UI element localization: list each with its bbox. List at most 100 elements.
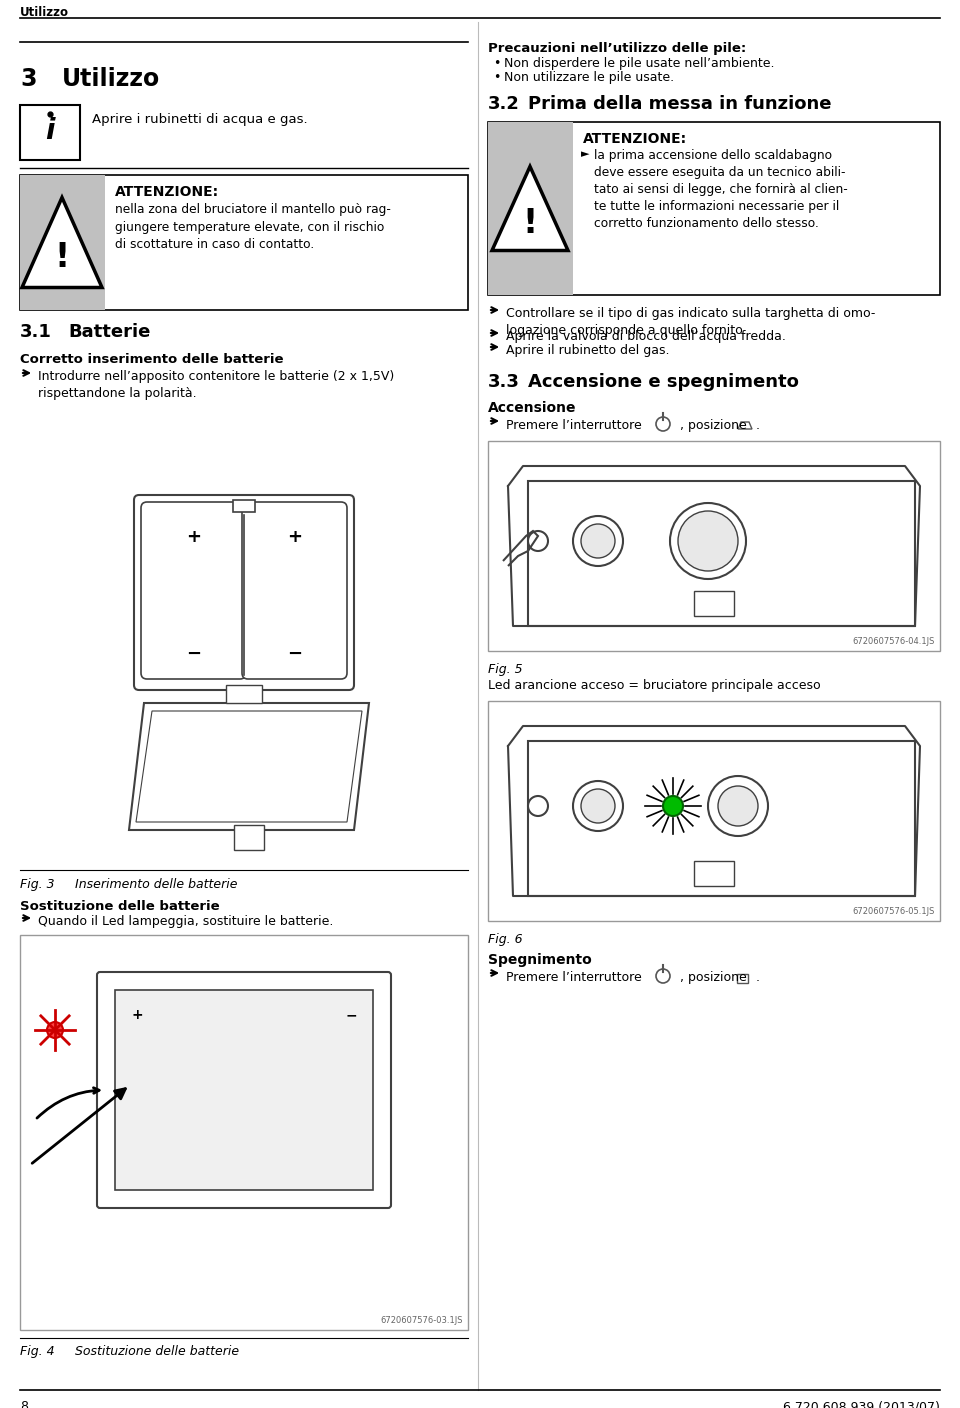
Text: •: • (493, 56, 500, 70)
Circle shape (670, 503, 746, 579)
FancyBboxPatch shape (528, 482, 915, 627)
Text: 6720607576-05.1JS: 6720607576-05.1JS (852, 907, 935, 917)
Circle shape (528, 796, 548, 817)
Text: 6 720 608 939 (2013/07): 6 720 608 939 (2013/07) (783, 1400, 940, 1408)
FancyBboxPatch shape (20, 935, 468, 1331)
Text: Quando il Led lampeggia, sostituire le batterie.: Quando il Led lampeggia, sostituire le b… (38, 915, 333, 928)
FancyBboxPatch shape (20, 106, 80, 161)
Circle shape (581, 788, 615, 824)
FancyBboxPatch shape (97, 972, 391, 1208)
FancyBboxPatch shape (694, 591, 734, 617)
Text: Aprire i rubinetti di acqua e gas.: Aprire i rubinetti di acqua e gas. (92, 113, 307, 125)
Circle shape (47, 1022, 63, 1038)
FancyBboxPatch shape (20, 175, 105, 310)
Circle shape (573, 515, 623, 566)
Text: ATTENZIONE:: ATTENZIONE: (583, 132, 687, 146)
Polygon shape (492, 166, 568, 251)
FancyBboxPatch shape (20, 175, 468, 310)
Circle shape (656, 417, 670, 431)
FancyBboxPatch shape (234, 825, 264, 850)
Text: Aprire il rubinetto del gas.: Aprire il rubinetto del gas. (506, 344, 669, 358)
Text: 6720607576-03.1JS: 6720607576-03.1JS (380, 1316, 463, 1325)
Circle shape (300, 1062, 356, 1118)
Circle shape (573, 781, 623, 831)
Circle shape (656, 969, 670, 983)
Text: Batterie: Batterie (68, 322, 151, 341)
Text: ►: ► (581, 149, 589, 159)
FancyBboxPatch shape (488, 122, 573, 296)
Text: −: − (186, 645, 201, 663)
Text: , posizione: , posizione (680, 420, 747, 432)
Text: !: ! (522, 207, 538, 239)
Text: Sostituzione delle batterie: Sostituzione delle batterie (20, 900, 220, 912)
Text: +: + (132, 1008, 143, 1022)
FancyBboxPatch shape (488, 441, 940, 650)
Text: Accensione e spegnimento: Accensione e spegnimento (528, 373, 799, 391)
Text: Fig. 4: Fig. 4 (20, 1345, 55, 1357)
Polygon shape (129, 703, 369, 829)
Text: Fig. 3: Fig. 3 (20, 879, 55, 891)
Text: .: . (756, 420, 760, 432)
FancyBboxPatch shape (134, 496, 354, 690)
FancyBboxPatch shape (488, 701, 940, 921)
FancyBboxPatch shape (488, 122, 940, 296)
FancyBboxPatch shape (226, 686, 262, 703)
Text: Accensione: Accensione (488, 401, 577, 415)
Text: Inserimento delle batterie: Inserimento delle batterie (75, 879, 237, 891)
Text: 6720607576-04.1JS: 6720607576-04.1JS (852, 636, 935, 646)
Text: Non disperdere le pile usate nell’ambiente.: Non disperdere le pile usate nell’ambien… (504, 56, 775, 70)
Text: Non utilizzare le pile usate.: Non utilizzare le pile usate. (504, 70, 674, 84)
Circle shape (678, 511, 738, 572)
Text: .: . (756, 972, 760, 984)
Text: Aprire la valvola di blocco dell’acqua fredda.: Aprire la valvola di blocco dell’acqua f… (506, 329, 786, 344)
Circle shape (310, 1071, 346, 1108)
Circle shape (708, 776, 768, 836)
FancyBboxPatch shape (233, 500, 255, 513)
Text: Prima della messa in funzione: Prima della messa in funzione (528, 94, 831, 113)
Text: Spegnimento: Spegnimento (488, 953, 591, 967)
Text: +: + (186, 528, 201, 546)
Text: Premere l’interruttore: Premere l’interruttore (506, 420, 641, 432)
Polygon shape (136, 711, 362, 822)
Circle shape (142, 1071, 178, 1108)
FancyBboxPatch shape (528, 741, 915, 895)
Text: la prima accensione dello scaldabagno
deve essere eseguita da un tecnico abili-
: la prima accensione dello scaldabagno de… (594, 149, 848, 230)
Text: Fig. 5: Fig. 5 (488, 663, 522, 676)
Text: −: − (287, 645, 302, 663)
Text: Fig. 6: Fig. 6 (488, 934, 522, 946)
Text: !: ! (55, 241, 69, 275)
Text: Introdurre nell’apposito contenitore le batterie (2 x 1,5V)
rispettandone la pol: Introdurre nell’apposito contenitore le … (38, 370, 395, 400)
Circle shape (581, 524, 615, 558)
Text: ATTENZIONE:: ATTENZIONE: (115, 184, 219, 199)
Text: i: i (45, 117, 55, 145)
Text: Precauzioni nell’utilizzo delle pile:: Precauzioni nell’utilizzo delle pile: (488, 42, 746, 55)
Text: Sostituzione delle batterie: Sostituzione delle batterie (75, 1345, 239, 1357)
Text: +: + (287, 528, 302, 546)
Text: Led arancione acceso = bruciatore principale acceso: Led arancione acceso = bruciatore princi… (488, 679, 821, 691)
Text: Premere l’interruttore: Premere l’interruttore (506, 972, 641, 984)
Text: 3: 3 (20, 68, 36, 92)
Circle shape (663, 796, 683, 817)
FancyBboxPatch shape (242, 503, 347, 679)
FancyBboxPatch shape (694, 862, 734, 886)
Text: −: − (346, 1008, 357, 1022)
Circle shape (528, 531, 548, 551)
Text: Utilizzo: Utilizzo (20, 6, 69, 18)
Text: •: • (493, 70, 500, 84)
Text: 3.3: 3.3 (488, 373, 520, 391)
Text: nella zona del bruciatore il mantello può rag-
giungere temperature elevate, con: nella zona del bruciatore il mantello pu… (115, 203, 391, 251)
Text: , posizione: , posizione (680, 972, 747, 984)
Polygon shape (738, 422, 752, 429)
Polygon shape (22, 197, 102, 287)
FancyBboxPatch shape (737, 974, 748, 983)
FancyBboxPatch shape (115, 990, 373, 1190)
FancyBboxPatch shape (141, 503, 246, 679)
Text: Corretto inserimento delle batterie: Corretto inserimento delle batterie (20, 353, 283, 366)
Text: Utilizzo: Utilizzo (62, 68, 160, 92)
Circle shape (132, 1062, 188, 1118)
Text: 3.2: 3.2 (488, 94, 520, 113)
Text: 8: 8 (20, 1400, 28, 1408)
Text: Controllare se il tipo di gas indicato sulla targhetta di omo-
logazione corrisp: Controllare se il tipo di gas indicato s… (506, 307, 876, 337)
Circle shape (718, 786, 758, 826)
Text: 3.1: 3.1 (20, 322, 52, 341)
